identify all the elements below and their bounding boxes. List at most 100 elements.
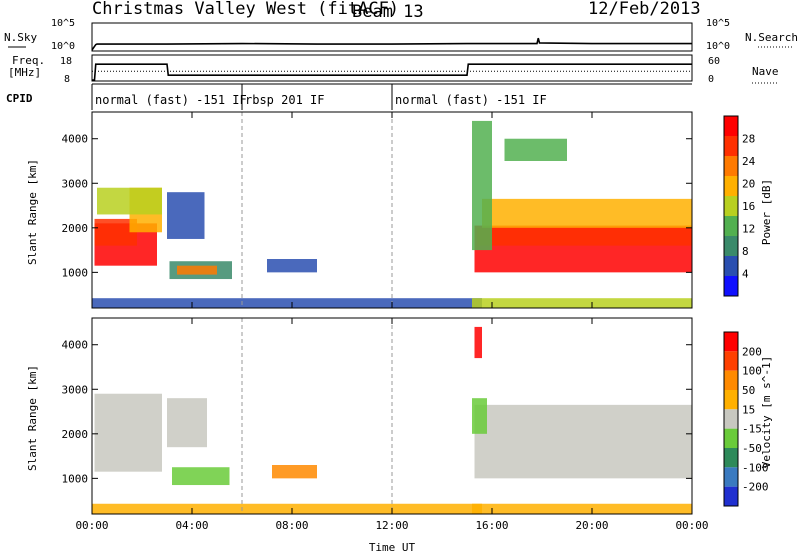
nsky-series-line	[91, 37, 692, 51]
freq-series-line	[92, 63, 692, 81]
data-region	[92, 503, 482, 514]
data-region	[167, 192, 205, 239]
data-region	[474, 404, 692, 479]
freq-unit-label: [MHz]	[8, 66, 41, 79]
y-tick-label: 3000	[62, 383, 89, 396]
colorbar-swatch	[724, 448, 738, 468]
power-ylabel: Slant Range [km]	[26, 159, 39, 265]
nsearch-tick-top: 10^5	[706, 18, 730, 29]
power-colorbar-label: Power [dB]	[760, 179, 773, 245]
y-tick-label: 4000	[62, 133, 89, 146]
colorbar-tick-label: 12	[742, 223, 755, 236]
cpid-segment-label: rbsp 201 IF	[245, 93, 324, 107]
colorbar-tick-label: 100	[742, 365, 762, 378]
colorbar-tick-label: 4	[742, 268, 749, 281]
data-region	[504, 138, 567, 161]
data-region	[474, 326, 482, 359]
colorbar-swatch	[724, 176, 738, 196]
colorbar-swatch	[724, 428, 738, 448]
x-tick-label: 00:00	[675, 519, 708, 532]
colorbar-tick-label: 15	[742, 403, 755, 416]
colorbar-swatch	[724, 236, 738, 256]
data-region	[172, 467, 230, 486]
y-tick-label: 2000	[62, 428, 89, 441]
power-colorbar: Power [dB] 28 24 20 16 12 8 4	[723, 115, 773, 297]
data-region	[97, 187, 162, 215]
colorbar-swatch	[724, 351, 738, 371]
data-region	[167, 398, 207, 448]
colorbar-tick-label: 16	[742, 200, 755, 213]
colorbar-tick-label: 24	[742, 155, 756, 168]
nsky-frame	[91, 22, 693, 52]
data-region	[92, 298, 482, 308]
velocity-colorbar-label: Velocity [m s^-1]	[760, 356, 773, 469]
colorbar-swatch	[724, 390, 738, 410]
velocity-ylabel: Slant Range [km]	[26, 365, 39, 471]
y-tick-label: 1000	[62, 472, 89, 485]
colorbar-swatch	[724, 136, 738, 156]
colorbar-swatch	[724, 256, 738, 276]
nave-label: Nave	[752, 65, 779, 78]
nsky-tick-bottom: 10^0	[51, 41, 75, 52]
colorbar-swatch	[724, 216, 738, 236]
power-panel: Slant Range [km] 1000 2000 3000 4000	[26, 111, 693, 309]
freq-tick-top: 18	[60, 56, 72, 67]
velocity-panel: Slant Range [km] Time UT 1000 2000 3000 400…	[26, 317, 709, 554]
y-tick-label: 1000	[62, 266, 89, 279]
nsearch-label: N.Search	[745, 31, 798, 44]
colorbar-swatch	[724, 409, 738, 429]
nsky-panel: N.Sky 10^5 10^0 10^5 10^0 N.Search	[4, 18, 798, 52]
y-tick-label: 4000	[62, 339, 89, 352]
x-tick-label: 16:00	[475, 519, 508, 532]
data-region	[472, 503, 692, 514]
nave-tick-bottom: 0	[708, 74, 714, 85]
colorbar-swatch	[724, 486, 738, 506]
nsky-label: N.Sky	[4, 31, 37, 44]
date-label: 12/Feb/2013	[588, 0, 701, 19]
data-region	[267, 259, 317, 273]
colorbar-tick-label: -200	[742, 481, 769, 494]
colorbar-tick-label: 50	[742, 384, 755, 397]
x-tick-label: 00:00	[75, 519, 108, 532]
data-region	[472, 120, 492, 251]
colorbar-tick-label: 8	[742, 245, 749, 258]
x-tick-label: 04:00	[175, 519, 208, 532]
data-region	[272, 465, 317, 479]
nave-tick-top: 60	[708, 56, 720, 67]
data-region	[177, 265, 217, 275]
colorbar-swatch	[724, 370, 738, 390]
colorbar-swatch	[724, 196, 738, 216]
x-tick-label: 12:00	[375, 519, 408, 532]
colorbar-swatch	[724, 467, 738, 487]
freq-label: Freq.	[12, 54, 45, 67]
time-xlabel: Time UT	[369, 541, 416, 554]
velocity-colorbar: Velocity [m s^-1] 200 100 50 15 -15 -50 -100 -2…	[723, 331, 773, 507]
data-region	[482, 198, 692, 228]
cpid-segment-label: normal (fast) -151 IF	[395, 93, 547, 107]
cpid-segment-label: normal (fast) -151 IF	[95, 93, 247, 107]
data-region	[94, 393, 162, 472]
colorbar-swatch	[724, 332, 738, 352]
colorbar-frame	[723, 331, 739, 507]
x-tick-label: 20:00	[575, 519, 608, 532]
y-tick-label: 2000	[62, 222, 89, 235]
colorbar-tick-label: -50	[742, 442, 762, 455]
data-region	[472, 398, 487, 434]
beam-label: Beam 13	[352, 2, 424, 22]
cpid-label: CPID	[6, 92, 33, 105]
nsearch-tick-bottom: 10^0	[706, 41, 730, 52]
colorbar-tick-label: 28	[742, 133, 755, 146]
colorbar-swatch	[724, 116, 738, 136]
colorbar-tick-label: 20	[742, 178, 755, 191]
colorbar-frame	[723, 115, 739, 297]
colorbar-tick-label: -100	[742, 461, 769, 474]
colorbar-tick-label: -15	[742, 423, 762, 436]
station-title: Christmas Valley West (fitACF)	[92, 0, 399, 19]
data-region	[472, 298, 692, 308]
x-tick-label: 08:00	[275, 519, 308, 532]
freq-tick-bottom: 8	[64, 74, 70, 85]
colorbar-swatch	[724, 156, 738, 176]
y-tick-label: 3000	[62, 177, 89, 190]
